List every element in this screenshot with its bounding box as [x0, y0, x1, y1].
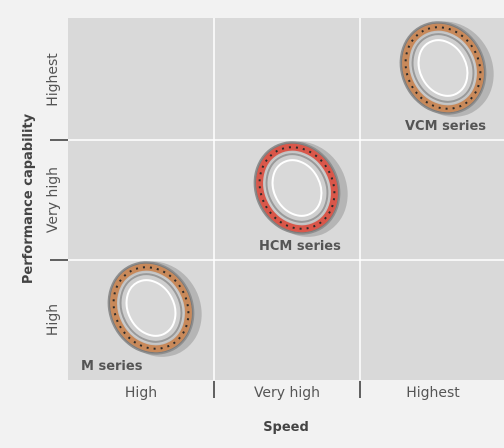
series-label-m-series: M series	[81, 359, 143, 374]
y-axis-title: Performance capability	[21, 113, 36, 284]
grid-layer	[68, 18, 504, 380]
y-tick-label-highest: Highest	[45, 53, 61, 107]
x-tick-label-highest: Highest	[406, 385, 460, 401]
bearing-hcm-series	[253, 141, 348, 237]
series-label-vcm-series: VCM series	[405, 119, 486, 134]
tick-layer: High Very high Highest High Very high Highest	[45, 53, 460, 401]
y-tick-label-high: High	[45, 304, 61, 336]
x-axis-title: Speed	[263, 420, 309, 435]
bearing-m-series	[107, 261, 202, 357]
label-layer: M series HCM series VCM series	[81, 119, 486, 374]
y-tick-label-very-high: Very high	[45, 167, 61, 233]
x-tick-label-high: High	[125, 385, 157, 401]
bearing-layer	[107, 21, 494, 357]
series-label-hcm-series: HCM series	[259, 239, 341, 254]
bearing-vcm-series	[399, 21, 494, 117]
x-tick-label-very-high: Very high	[254, 385, 320, 401]
